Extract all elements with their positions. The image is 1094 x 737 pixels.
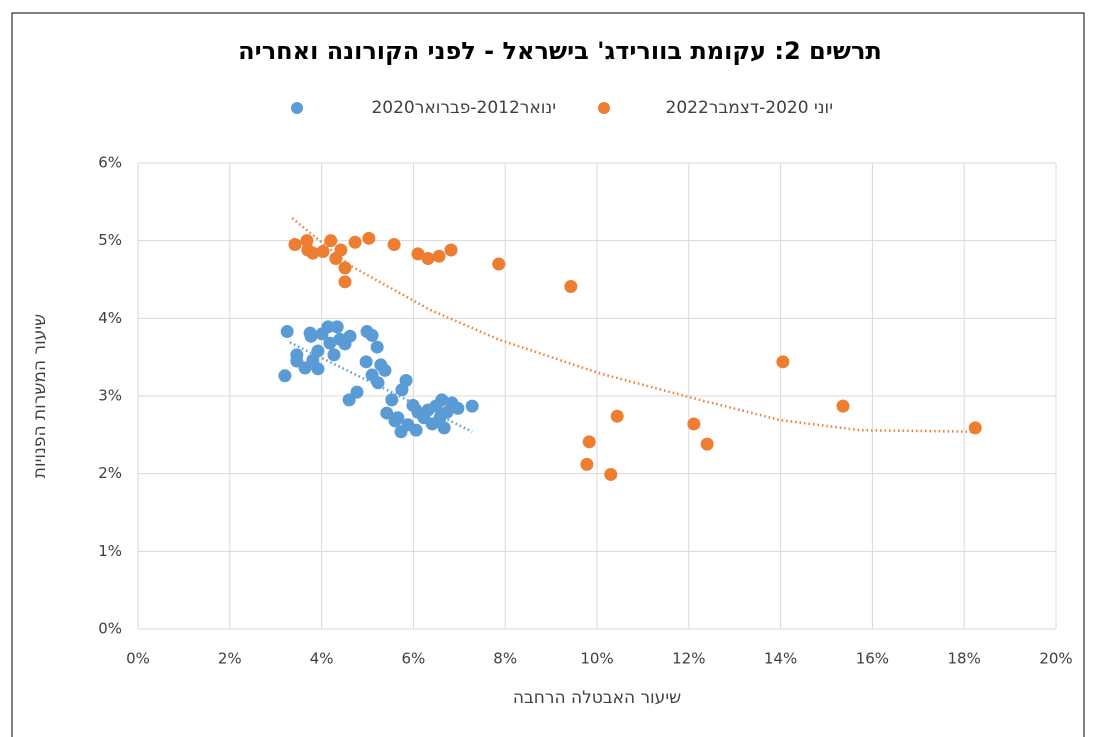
point xyxy=(582,435,596,449)
point xyxy=(362,231,376,245)
point xyxy=(304,329,318,343)
point xyxy=(580,457,594,471)
point xyxy=(316,245,330,259)
point xyxy=(409,423,423,437)
point xyxy=(324,234,338,248)
point xyxy=(338,275,352,289)
point xyxy=(432,249,446,263)
point xyxy=(370,340,384,354)
point xyxy=(378,363,392,377)
x-tick-label: 10% xyxy=(580,650,613,668)
point xyxy=(387,238,401,252)
x-tick-label: 14% xyxy=(764,650,797,668)
x-tick-label: 12% xyxy=(672,650,705,668)
point xyxy=(330,320,344,334)
point xyxy=(465,399,479,413)
point xyxy=(278,369,292,383)
point xyxy=(444,243,458,257)
point xyxy=(687,417,701,431)
y-tick-label: 6% xyxy=(98,154,122,172)
point xyxy=(380,406,394,420)
point xyxy=(311,344,325,358)
point xyxy=(338,261,352,275)
point xyxy=(334,243,348,257)
y-tick-label: 5% xyxy=(98,231,122,249)
point xyxy=(836,399,850,413)
y-axis-label: שיעור המשרות הפנויות xyxy=(30,314,50,478)
point xyxy=(435,393,449,407)
x-tick-label: 0% xyxy=(126,650,150,668)
point xyxy=(348,235,362,249)
y-tick-label: 3% xyxy=(98,387,122,405)
y-tick-label: 1% xyxy=(98,542,122,560)
point xyxy=(365,328,379,342)
point xyxy=(385,393,399,407)
y-tick-label: 0% xyxy=(98,620,122,638)
point xyxy=(437,421,451,435)
point xyxy=(306,246,320,260)
point xyxy=(350,385,364,399)
point xyxy=(604,467,618,481)
y-tick-label: 4% xyxy=(98,309,122,327)
point xyxy=(492,257,506,271)
point xyxy=(411,247,425,261)
point xyxy=(564,279,578,293)
point xyxy=(321,320,335,334)
x-tick-label: 20% xyxy=(1039,650,1072,668)
y-tick-label: 2% xyxy=(98,464,122,482)
legend-marker xyxy=(598,102,610,114)
legend-marker xyxy=(291,102,303,114)
point xyxy=(327,348,341,362)
chart-title: תרשים 2: עקומת בוורידג' בישראל - לפני הק… xyxy=(238,37,882,65)
point xyxy=(280,325,294,339)
legend-label: ינואר2012-פברואר2020 xyxy=(371,98,556,118)
point xyxy=(451,401,465,415)
point xyxy=(343,329,357,343)
x-tick-label: 2% xyxy=(218,650,242,668)
point xyxy=(371,376,385,390)
point xyxy=(323,336,337,350)
point xyxy=(359,355,373,369)
point xyxy=(700,437,714,451)
point xyxy=(776,355,790,369)
point xyxy=(399,373,413,387)
point xyxy=(968,421,982,435)
point xyxy=(311,362,325,376)
point xyxy=(300,234,314,248)
point xyxy=(288,238,302,252)
x-tick-label: 18% xyxy=(948,650,981,668)
chart-frame xyxy=(11,12,1085,737)
x-axis-label: שיעור האבטלה הרחבה xyxy=(513,688,681,708)
x-tick-label: 8% xyxy=(493,650,517,668)
point xyxy=(421,252,435,266)
point xyxy=(610,409,624,423)
x-tick-label: 16% xyxy=(856,650,889,668)
x-tick-label: 6% xyxy=(402,650,426,668)
x-tick-label: 4% xyxy=(310,650,334,668)
legend-label: יוני 2020-דצמבר2022 xyxy=(666,98,833,118)
point xyxy=(388,414,402,428)
